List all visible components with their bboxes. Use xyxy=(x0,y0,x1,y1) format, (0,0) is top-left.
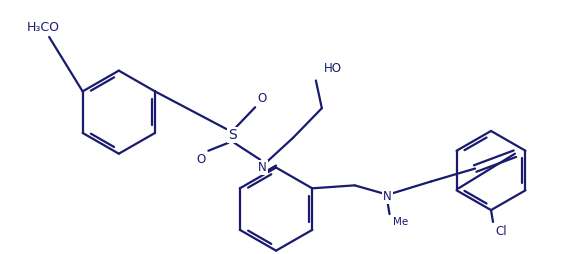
Text: N: N xyxy=(258,161,266,174)
Text: N: N xyxy=(383,190,392,203)
Text: H₃CO: H₃CO xyxy=(26,21,60,34)
Text: O: O xyxy=(258,92,267,105)
Text: S: S xyxy=(228,128,236,142)
Text: O: O xyxy=(197,153,206,166)
Text: HO: HO xyxy=(324,62,342,75)
Text: Cl: Cl xyxy=(495,225,507,238)
Text: Me: Me xyxy=(392,217,407,227)
